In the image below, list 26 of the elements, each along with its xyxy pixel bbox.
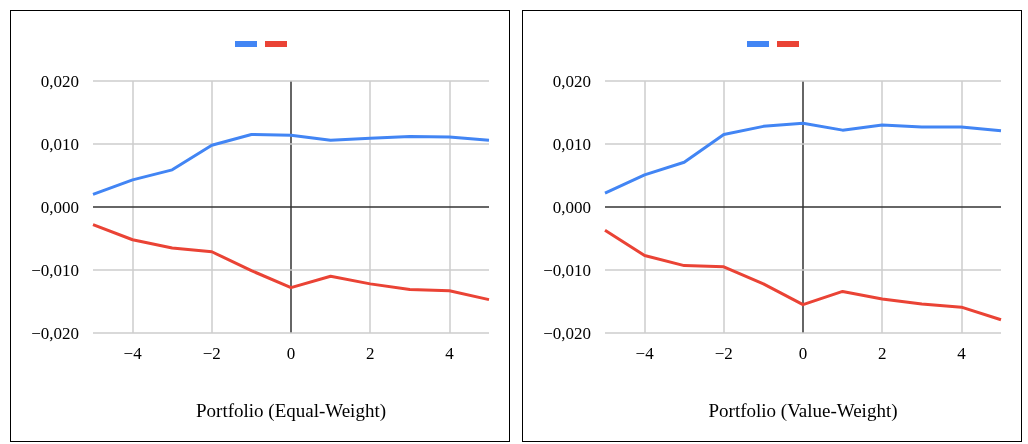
y-tick-label: 0,000 <box>552 197 591 217</box>
x-tick-label: −2 <box>202 344 221 363</box>
x-tick-label: 4 <box>957 344 967 363</box>
y-tick-label: −0,020 <box>31 323 79 343</box>
y-tick-label: −0,010 <box>31 260 79 280</box>
line-series <box>91 133 491 196</box>
x-tick-label: 2 <box>877 344 887 363</box>
y-tick-label: −0,010 <box>543 260 591 280</box>
x-tick-label: −4 <box>123 344 143 363</box>
x-axis-title: Portfolio (Value-Weight) <box>708 400 898 422</box>
x-tick-label: 4 <box>445 344 455 363</box>
x-tick-label: 2 <box>365 344 375 363</box>
line-series <box>603 121 1003 195</box>
y-tick-label: 0,010 <box>40 134 79 154</box>
x-tick-label: 0 <box>798 344 808 363</box>
y-tick-label: 0,010 <box>552 134 591 154</box>
y-tick-label: 0,020 <box>40 71 79 91</box>
y-tick-label: 0,020 <box>552 71 591 91</box>
line-series <box>603 228 1003 322</box>
x-tick-label: −2 <box>714 344 733 363</box>
line-series <box>91 223 491 302</box>
x-axis-title: Portfolio (Equal-Weight) <box>195 400 387 422</box>
x-tick-label: 0 <box>286 344 296 363</box>
y-tick-label: −0,020 <box>543 323 591 343</box>
x-tick-label: −4 <box>635 344 655 363</box>
y-tick-label: 0,000 <box>40 197 79 217</box>
